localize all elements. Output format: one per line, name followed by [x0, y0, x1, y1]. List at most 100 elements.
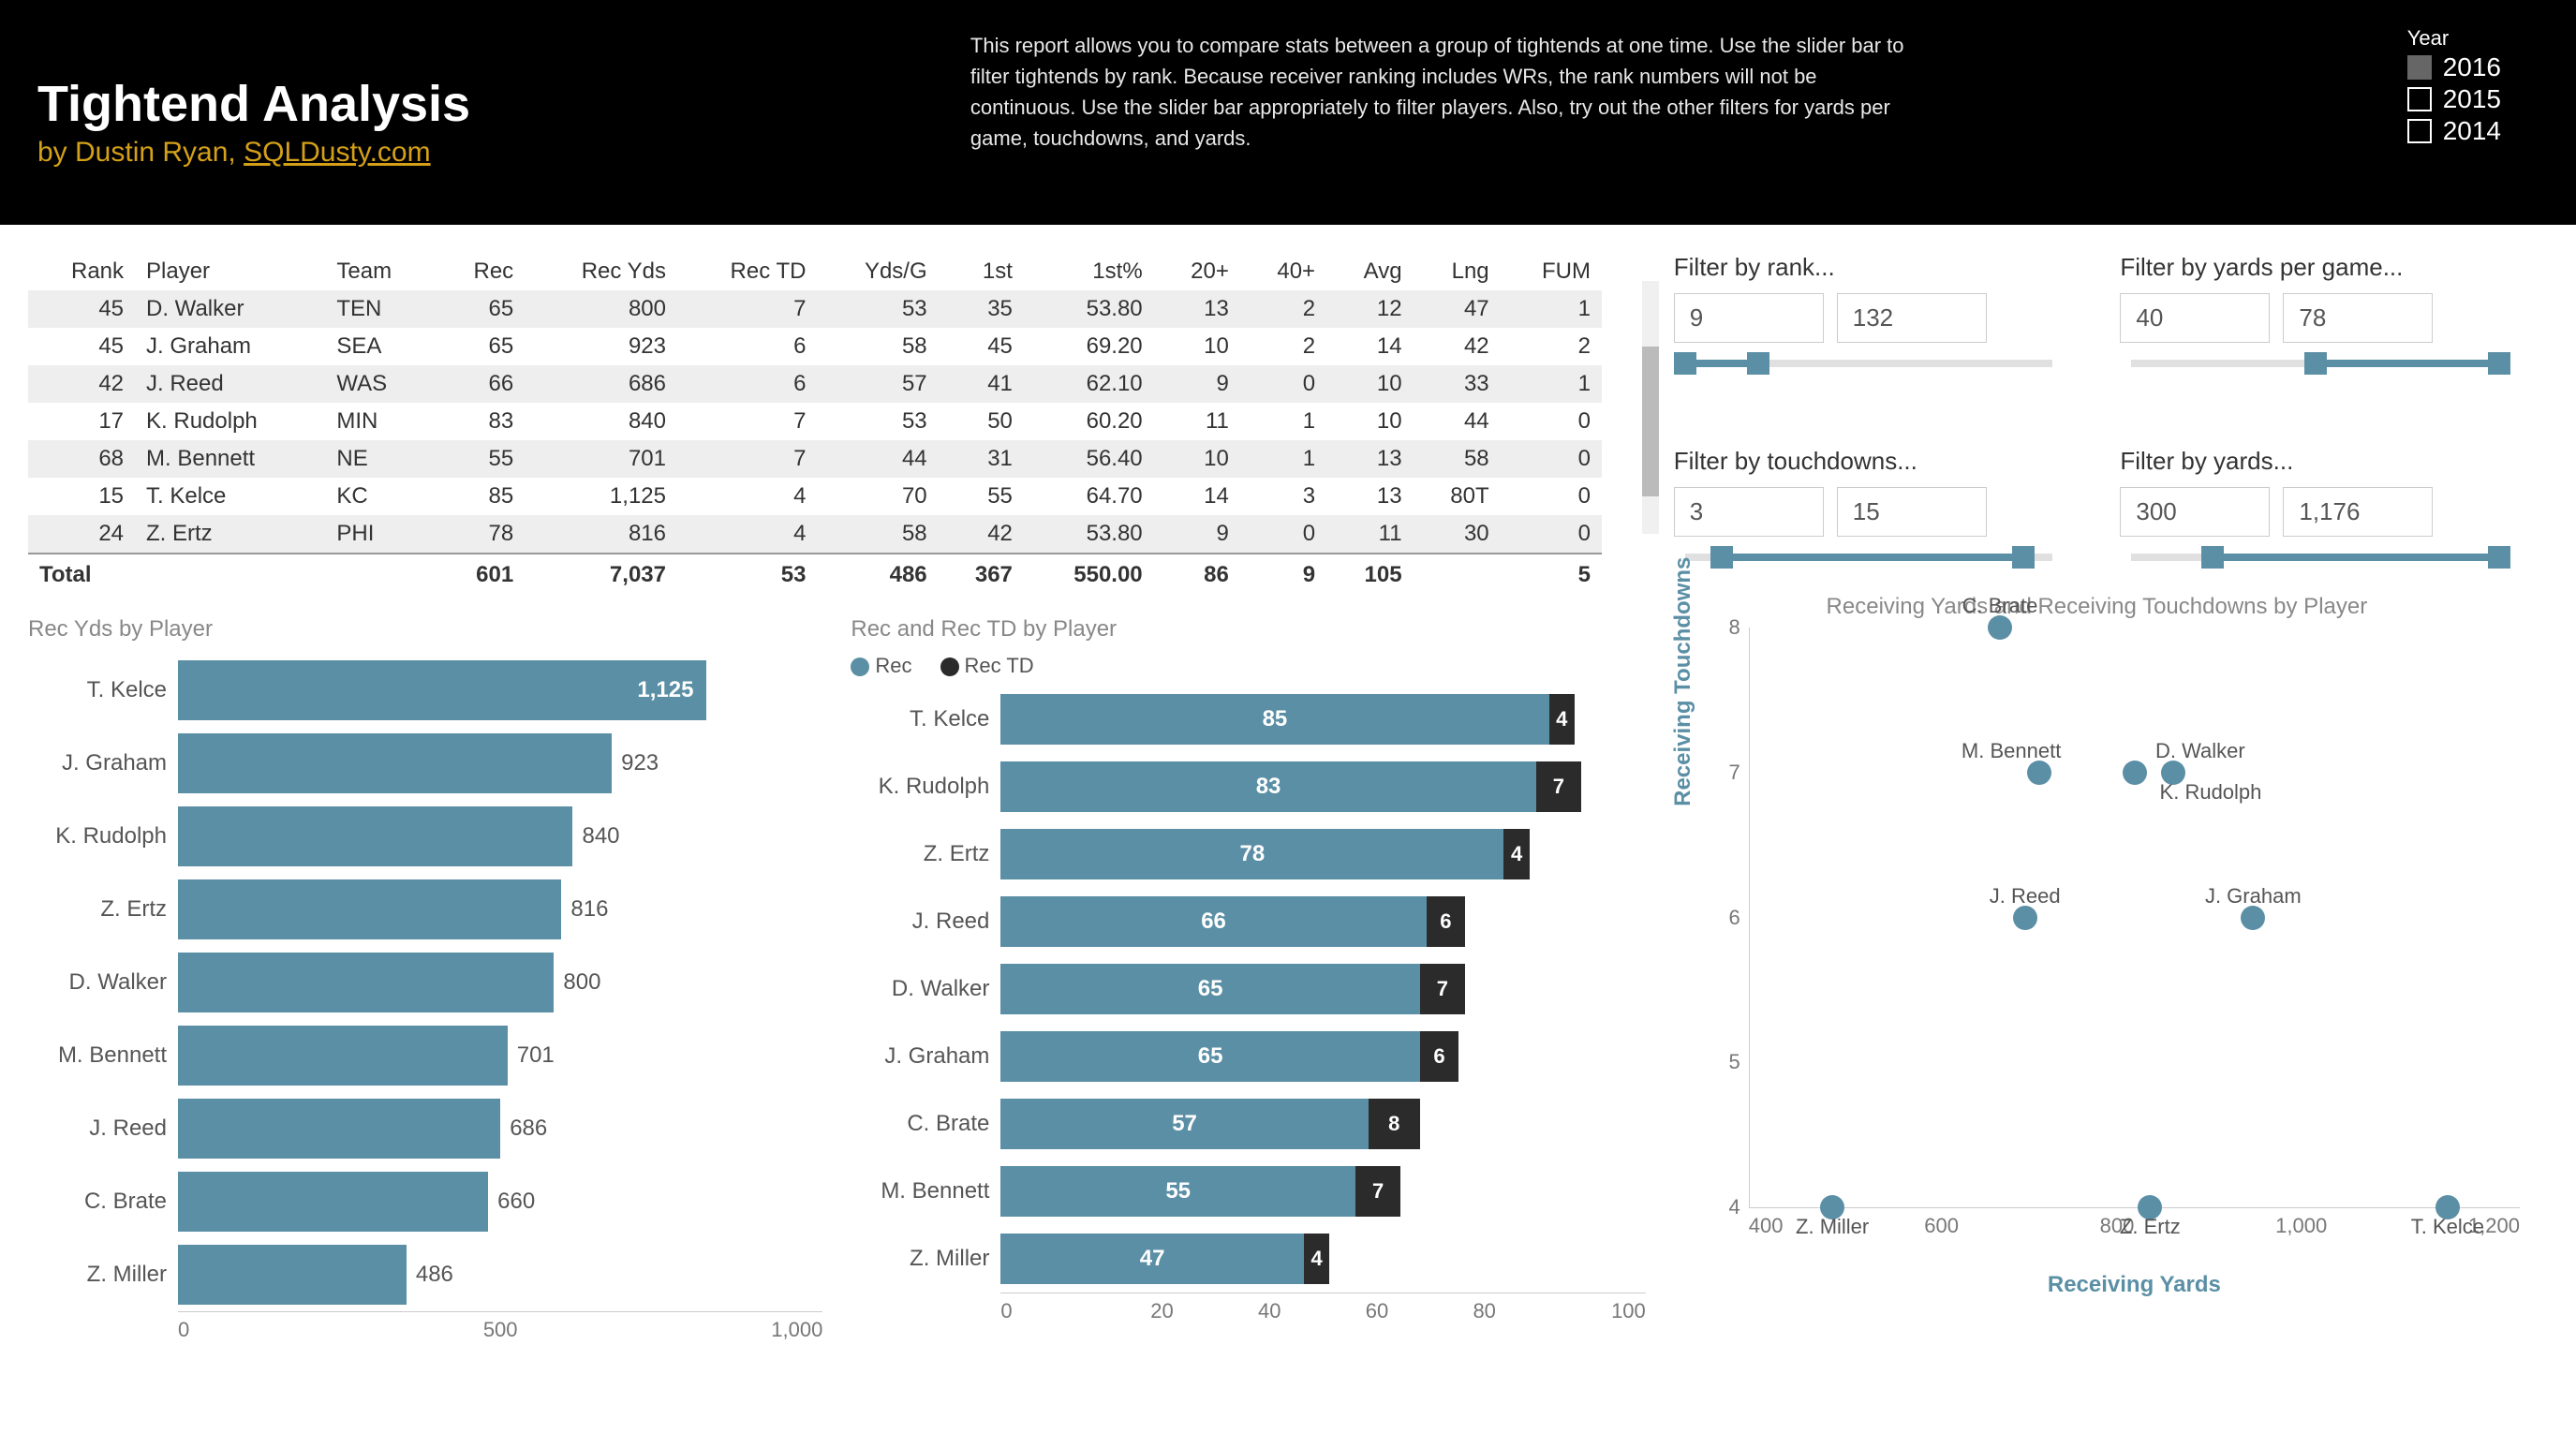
filter-slider[interactable] — [1685, 360, 2053, 367]
bar-rec-value: 83 — [1256, 774, 1281, 800]
table-scrollbar-thumb[interactable] — [1642, 347, 1659, 496]
filter-min-input[interactable]: 9 — [1674, 293, 1824, 343]
slider-handle-min[interactable] — [1674, 352, 1696, 375]
scatter-point[interactable] — [2241, 906, 2265, 930]
report-byline: by Dustin Ryan, SQLDusty.com — [37, 137, 470, 169]
filter-slider[interactable] — [2131, 554, 2499, 561]
scatter-point[interactable] — [1988, 615, 2012, 640]
scatter-point[interactable] — [2123, 761, 2147, 785]
table-total-cell: 105 — [1326, 554, 1413, 594]
bar-td: 4 — [1503, 829, 1530, 879]
table-cell: 15 — [28, 478, 135, 515]
bar-row[interactable]: Z. Ertz816 — [28, 873, 822, 946]
bar-row[interactable]: D. Walker800 — [28, 946, 822, 1019]
table-cell: 41 — [939, 365, 1024, 403]
table-row[interactable]: 17K. RudolphMIN838407535060.2011110440 — [28, 403, 1602, 440]
filter-max-input[interactable]: 132 — [1837, 293, 1987, 343]
bar-row[interactable]: M. Bennett701 — [28, 1019, 822, 1092]
table-row[interactable]: 68M. BennettNE557017443156.4010113580 — [28, 440, 1602, 478]
scatter-point-label: Z. Ertz — [2120, 1215, 2181, 1239]
table-cell: 10 — [1154, 440, 1240, 478]
table-column-header[interactable]: Rec — [436, 253, 525, 290]
bar-label: M. Bennett — [851, 1178, 1000, 1204]
scatter-y-axis-title: Receiving Touchdowns — [1670, 557, 1696, 806]
bar-row[interactable]: C. Brate660 — [28, 1165, 822, 1238]
slider-handle-min[interactable] — [2304, 352, 2327, 375]
bar-value: 800 — [554, 969, 600, 996]
table-column-header[interactable]: Rank — [28, 253, 135, 290]
table-column-header[interactable]: 20+ — [1154, 253, 1240, 290]
bar-label: M. Bennett — [28, 1042, 178, 1069]
y-axis-tick: 4 — [1729, 1195, 1750, 1219]
table-cell: 80T — [1414, 478, 1501, 515]
byline-link[interactable]: SQLDusty.com — [244, 137, 431, 168]
filter-max-input[interactable]: 78 — [2283, 293, 2433, 343]
bar-td: 7 — [1420, 964, 1465, 1014]
slider-handle-min[interactable] — [1710, 546, 1733, 569]
year-option[interactable]: 2014 — [2407, 116, 2501, 146]
year-option[interactable]: 2016 — [2407, 52, 2501, 82]
table-column-header[interactable]: Rec Yds — [525, 253, 677, 290]
table-row[interactable]: 45D. WalkerTEN658007533553.8013212471 — [28, 290, 1602, 328]
filter-slider[interactable] — [2131, 360, 2499, 367]
bar-row[interactable]: C. Brate578 — [851, 1090, 1645, 1158]
bar-row[interactable]: K. Rudolph840 — [28, 800, 822, 873]
table-total-cell: 86 — [1154, 554, 1240, 594]
scatter-point[interactable] — [2027, 761, 2051, 785]
year-option-label: 2014 — [2443, 116, 2501, 146]
bar-row[interactable]: J. Reed666 — [851, 888, 1645, 955]
bar-row[interactable]: T. Kelce854 — [851, 686, 1645, 753]
scatter-plot-area[interactable]: 45678C. BrateK. RudolphM. BennettD. Walk… — [1749, 628, 2520, 1208]
bar-label: Z. Ertz — [851, 841, 1000, 867]
table-row[interactable]: 24Z. ErtzPHI788164584253.809011300 — [28, 515, 1602, 554]
table-column-header[interactable]: Avg — [1326, 253, 1413, 290]
bar-rec-value: 55 — [1165, 1178, 1191, 1204]
table-column-header[interactable]: 40+ — [1240, 253, 1326, 290]
filter-min-input[interactable]: 40 — [2120, 293, 2270, 343]
scatter-point[interactable] — [2013, 906, 2037, 930]
bar-value: 660 — [488, 1189, 535, 1215]
slider-handle-max[interactable] — [2488, 546, 2510, 569]
bar-row[interactable]: Z. Ertz784 — [851, 820, 1645, 888]
bar-row[interactable]: J. Reed686 — [28, 1092, 822, 1165]
slider-handle-min[interactable] — [2201, 546, 2224, 569]
filter-min-input[interactable]: 3 — [1674, 487, 1824, 537]
bar-row[interactable]: J. Graham656 — [851, 1023, 1645, 1090]
table-row[interactable]: 45J. GrahamSEA659236584569.2010214422 — [28, 328, 1602, 365]
filter-min-input[interactable]: 300 — [2120, 487, 2270, 537]
bar-label: C. Brate — [851, 1111, 1000, 1137]
table-column-header[interactable]: 1st% — [1024, 253, 1154, 290]
filter-max-input[interactable]: 1,176 — [2283, 487, 2433, 537]
table-column-header[interactable]: Player — [135, 253, 325, 290]
slider-handle-max[interactable] — [2012, 546, 2035, 569]
legend-item[interactable]: Rec — [851, 654, 911, 678]
bar-row[interactable]: J. Graham923 — [28, 727, 822, 800]
bar-row[interactable]: D. Walker657 — [851, 955, 1645, 1023]
bar-label: Z. Miller — [851, 1246, 1000, 1272]
table-row[interactable]: 15T. KelceKC851,1254705564.701431380T0 — [28, 478, 1602, 515]
legend-item[interactable]: Rec TD — [940, 654, 1034, 678]
bar-row[interactable]: K. Rudolph837 — [851, 753, 1645, 820]
table-column-header[interactable]: Rec TD — [677, 253, 817, 290]
bar-row[interactable]: M. Bennett557 — [851, 1158, 1645, 1225]
filter-td: Filter by touchdowns...315 — [1674, 447, 2065, 594]
year-option[interactable]: 2015 — [2407, 84, 2501, 114]
filter-slider[interactable] — [1685, 554, 2053, 561]
slider-handle-max[interactable] — [1747, 352, 1769, 375]
filter-title: Filter by rank... — [1674, 253, 2065, 282]
slider-handle-max[interactable] — [2488, 352, 2510, 375]
table-column-header[interactable]: Team — [325, 253, 436, 290]
bar-value: 486 — [407, 1262, 453, 1288]
table-cell: 83 — [436, 403, 525, 440]
filter-max-input[interactable]: 15 — [1837, 487, 1987, 537]
table-column-header[interactable]: Yds/G — [817, 253, 938, 290]
bar-row[interactable]: Z. Miller486 — [28, 1238, 822, 1311]
table-column-header[interactable]: Lng — [1414, 253, 1501, 290]
table-row[interactable]: 42J. ReedWAS666866574162.109010331 — [28, 365, 1602, 403]
table-cell: 69.20 — [1024, 328, 1154, 365]
bar-row[interactable]: Z. Miller474 — [851, 1225, 1645, 1293]
table-column-header[interactable]: FUM — [1501, 253, 1602, 290]
bar-row[interactable]: T. Kelce1,125 — [28, 654, 822, 727]
table-cell: 31 — [939, 440, 1024, 478]
table-column-header[interactable]: 1st — [939, 253, 1024, 290]
